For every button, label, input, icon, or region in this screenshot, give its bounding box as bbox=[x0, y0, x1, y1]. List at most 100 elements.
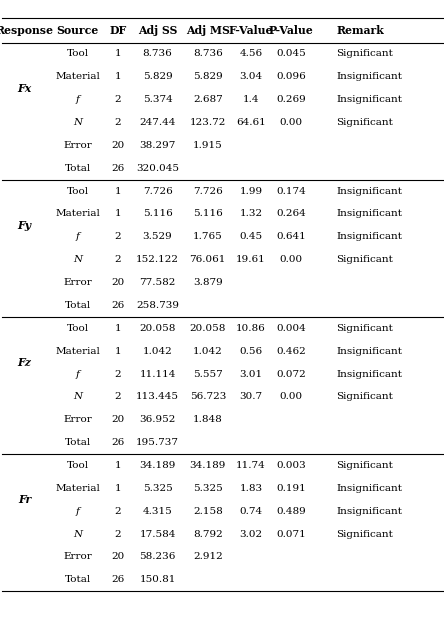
Text: Total: Total bbox=[64, 575, 91, 584]
Text: Insignificant: Insignificant bbox=[337, 484, 403, 493]
Text: Remark: Remark bbox=[337, 24, 385, 36]
Text: 0.269: 0.269 bbox=[276, 95, 306, 104]
Text: Material: Material bbox=[55, 346, 100, 355]
Text: Fy: Fy bbox=[17, 220, 32, 231]
Text: 2: 2 bbox=[115, 232, 121, 242]
Text: 8.736: 8.736 bbox=[143, 50, 173, 59]
Text: 34.189: 34.189 bbox=[190, 461, 226, 470]
Text: 1.915: 1.915 bbox=[193, 141, 223, 150]
Text: 1: 1 bbox=[115, 50, 121, 59]
Text: 1: 1 bbox=[115, 72, 121, 81]
Text: N: N bbox=[73, 255, 82, 264]
Text: 5.374: 5.374 bbox=[143, 95, 173, 104]
Text: 1.848: 1.848 bbox=[193, 415, 223, 424]
Text: 1.042: 1.042 bbox=[143, 346, 173, 355]
Text: 2: 2 bbox=[115, 392, 121, 401]
Text: f: f bbox=[76, 232, 79, 242]
Text: 17.584: 17.584 bbox=[139, 529, 176, 538]
Text: 1: 1 bbox=[115, 484, 121, 493]
Text: 0.072: 0.072 bbox=[276, 370, 306, 379]
Text: Insignificant: Insignificant bbox=[337, 187, 403, 196]
Text: 150.81: 150.81 bbox=[139, 575, 176, 584]
Text: 1.83: 1.83 bbox=[239, 484, 262, 493]
Text: Adj SS: Adj SS bbox=[138, 24, 177, 36]
Text: Error: Error bbox=[63, 415, 92, 424]
Text: 0.56: 0.56 bbox=[239, 346, 262, 355]
Text: 195.737: 195.737 bbox=[136, 438, 179, 447]
Text: 19.61: 19.61 bbox=[236, 255, 266, 264]
Text: 26: 26 bbox=[111, 438, 124, 447]
Text: 20: 20 bbox=[111, 141, 124, 150]
Text: P-Value: P-Value bbox=[269, 24, 313, 36]
Text: 20: 20 bbox=[111, 415, 124, 424]
Text: Significant: Significant bbox=[337, 392, 393, 401]
Text: 1: 1 bbox=[115, 346, 121, 355]
Text: Total: Total bbox=[64, 438, 91, 447]
Text: 1.4: 1.4 bbox=[242, 95, 259, 104]
Text: Total: Total bbox=[64, 164, 91, 173]
Text: 1: 1 bbox=[115, 187, 121, 196]
Text: 1.32: 1.32 bbox=[239, 209, 262, 218]
Text: 0.74: 0.74 bbox=[239, 507, 262, 516]
Text: 3.02: 3.02 bbox=[239, 529, 262, 538]
Text: 4.315: 4.315 bbox=[143, 507, 173, 516]
Text: 320.045: 320.045 bbox=[136, 164, 179, 173]
Text: Fr: Fr bbox=[18, 494, 31, 506]
Text: 5.325: 5.325 bbox=[143, 484, 173, 493]
Text: 0.004: 0.004 bbox=[276, 324, 306, 333]
Text: 56.723: 56.723 bbox=[190, 392, 226, 401]
Text: 5.116: 5.116 bbox=[193, 209, 223, 218]
Text: 5.557: 5.557 bbox=[193, 370, 223, 379]
Text: 3.04: 3.04 bbox=[239, 72, 262, 81]
Text: 5.829: 5.829 bbox=[193, 72, 223, 81]
Text: 77.582: 77.582 bbox=[139, 278, 176, 287]
Text: 0.00: 0.00 bbox=[279, 255, 302, 264]
Text: f: f bbox=[76, 95, 79, 104]
Text: 2: 2 bbox=[115, 507, 121, 516]
Text: 0.045: 0.045 bbox=[276, 50, 306, 59]
Text: 34.189: 34.189 bbox=[139, 461, 176, 470]
Text: Insignificant: Insignificant bbox=[337, 209, 403, 218]
Text: 8.736: 8.736 bbox=[193, 50, 223, 59]
Text: 0.003: 0.003 bbox=[276, 461, 306, 470]
Text: Error: Error bbox=[63, 278, 92, 287]
Text: Insignificant: Insignificant bbox=[337, 346, 403, 355]
Text: 26: 26 bbox=[111, 575, 124, 584]
Text: 2: 2 bbox=[115, 95, 121, 104]
Text: Significant: Significant bbox=[337, 324, 393, 333]
Text: 36.952: 36.952 bbox=[139, 415, 176, 424]
Text: Material: Material bbox=[55, 209, 100, 218]
Text: Insignificant: Insignificant bbox=[337, 72, 403, 81]
Text: 26: 26 bbox=[111, 164, 124, 173]
Text: Insignificant: Insignificant bbox=[337, 232, 403, 242]
Text: Insignificant: Insignificant bbox=[337, 507, 403, 516]
Text: 113.445: 113.445 bbox=[136, 392, 179, 401]
Text: Tool: Tool bbox=[67, 324, 89, 333]
Text: 8.792: 8.792 bbox=[193, 529, 223, 538]
Text: 2.912: 2.912 bbox=[193, 553, 223, 562]
Text: Significant: Significant bbox=[337, 461, 393, 470]
Text: 64.61: 64.61 bbox=[236, 118, 266, 127]
Text: 3.01: 3.01 bbox=[239, 370, 262, 379]
Text: 0.264: 0.264 bbox=[276, 209, 306, 218]
Text: 76.061: 76.061 bbox=[190, 255, 226, 264]
Text: 0.641: 0.641 bbox=[276, 232, 306, 242]
Text: 30.7: 30.7 bbox=[239, 392, 262, 401]
Text: 0.462: 0.462 bbox=[276, 346, 306, 355]
Text: 2: 2 bbox=[115, 370, 121, 379]
Text: 247.44: 247.44 bbox=[139, 118, 176, 127]
Text: Significant: Significant bbox=[337, 118, 393, 127]
Text: Insignificant: Insignificant bbox=[337, 95, 403, 104]
Text: 152.122: 152.122 bbox=[136, 255, 179, 264]
Text: 5.116: 5.116 bbox=[143, 209, 173, 218]
Text: Adj MS: Adj MS bbox=[186, 24, 230, 36]
Text: 5.325: 5.325 bbox=[193, 484, 223, 493]
Text: 0.489: 0.489 bbox=[276, 507, 306, 516]
Text: 2: 2 bbox=[115, 255, 121, 264]
Text: 3.879: 3.879 bbox=[193, 278, 223, 287]
Text: 1: 1 bbox=[115, 461, 121, 470]
Text: 26: 26 bbox=[111, 301, 124, 310]
Text: Error: Error bbox=[63, 141, 92, 150]
Text: Tool: Tool bbox=[67, 50, 89, 59]
Text: 10.86: 10.86 bbox=[236, 324, 266, 333]
